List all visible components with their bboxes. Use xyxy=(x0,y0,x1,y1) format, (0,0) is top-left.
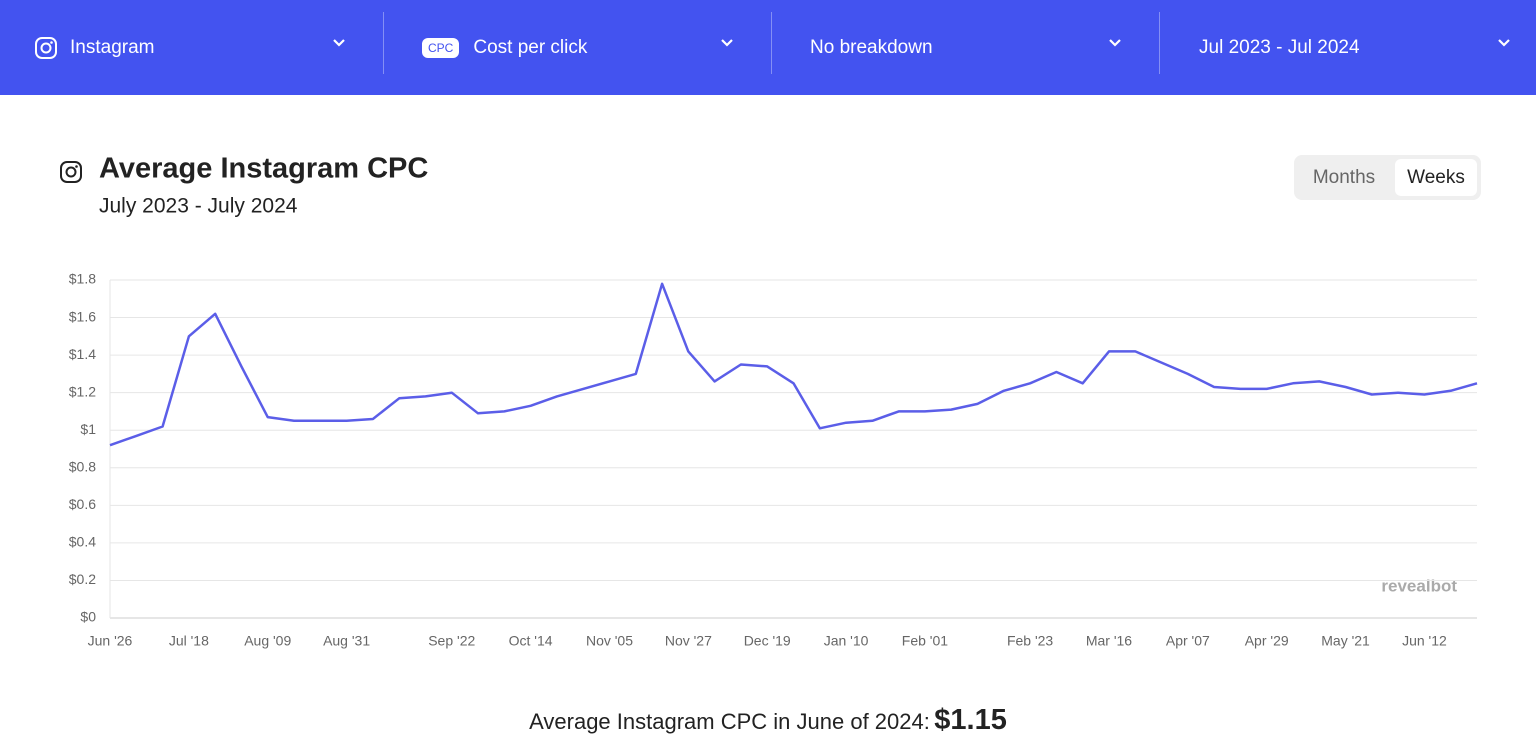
instagram-icon xyxy=(60,161,82,183)
summary-text: Average Instagram CPC in June of 2024: xyxy=(529,709,930,734)
watermark: revealbot xyxy=(1381,576,1457,595)
y-tick-label: $0.6 xyxy=(69,496,96,512)
data-line xyxy=(109,282,1478,447)
x-tick-label: Nov '27 xyxy=(665,633,712,649)
x-tick-label: Mar '16 xyxy=(1086,633,1132,649)
instagram-icon xyxy=(35,36,57,59)
x-tick-label: Dec '19 xyxy=(744,633,791,649)
badge: CPC xyxy=(422,37,460,58)
x-tick-label: Sep '22 xyxy=(428,633,475,649)
date-dropdown[interactable]: Jul 2023 - Jul 2024 xyxy=(1199,0,1511,95)
dropdown-label: Cost per click xyxy=(473,36,588,58)
chevron xyxy=(1498,39,1510,47)
x-tick-label: Jul '18 xyxy=(169,633,209,649)
y-tick-label: $0 xyxy=(80,609,96,625)
separator xyxy=(383,12,384,74)
top-bar: Instagram CPC Cost per click No breakdow… xyxy=(0,0,1536,95)
months-button[interactable]: Months xyxy=(1312,167,1376,188)
dropdown-label: No breakdown xyxy=(810,36,933,58)
y-tick-label: $0.2 xyxy=(69,571,96,587)
x-tick-label: Aug '09 xyxy=(244,633,291,649)
y-tick-label: $1.6 xyxy=(69,308,96,324)
chart-subtitle: July 2023 - July 2024 xyxy=(99,195,298,218)
dropdown-label: Instagram xyxy=(70,36,155,58)
summary-value: $1.15 xyxy=(934,704,1007,736)
x-tick-label: May '21 xyxy=(1321,633,1370,649)
separator xyxy=(1159,12,1160,74)
x-tick-label: Nov '05 xyxy=(586,633,633,649)
y-tick-label: $1.4 xyxy=(69,346,96,362)
chevron xyxy=(721,39,733,47)
chart-title: Average Instagram CPC xyxy=(99,153,428,185)
y-tick-label: $1 xyxy=(80,421,96,437)
x-tick-label: Aug '31 xyxy=(323,633,370,649)
platform-dropdown[interactable]: Instagram xyxy=(34,0,346,95)
dropdown-label: Jul 2023 - Jul 2024 xyxy=(1199,36,1360,58)
separator xyxy=(771,12,772,74)
x-tick-label: Jan '10 xyxy=(824,633,869,649)
x-tick-label: Oct '14 xyxy=(509,633,553,649)
metric-dropdown[interactable]: CPC Cost per click xyxy=(422,0,734,95)
y-tick-label: $0.4 xyxy=(69,534,96,550)
y-tick-label: $0.8 xyxy=(69,458,96,474)
period-toggle: Months Weeks xyxy=(1294,155,1481,200)
x-tick-label: Apr '29 xyxy=(1245,633,1289,649)
x-tick-label: Apr '07 xyxy=(1166,633,1210,649)
weeks-button[interactable]: Weeks xyxy=(1395,159,1477,196)
chevron xyxy=(333,39,345,47)
x-tick-label: Feb '01 xyxy=(902,633,948,649)
summary: Average Instagram CPC in June of 2024: $… xyxy=(0,704,1536,737)
y-tick-label: $1.2 xyxy=(69,383,96,399)
x-tick-label: Jun '26 xyxy=(88,633,133,649)
breakdown-dropdown[interactable]: No breakdown xyxy=(810,0,1122,95)
x-tick-label: Jun '12 xyxy=(1402,633,1447,649)
y-tick-label: $1.8 xyxy=(69,271,96,287)
chevron xyxy=(1109,39,1121,47)
x-tick-label: Feb '23 xyxy=(1007,633,1053,649)
